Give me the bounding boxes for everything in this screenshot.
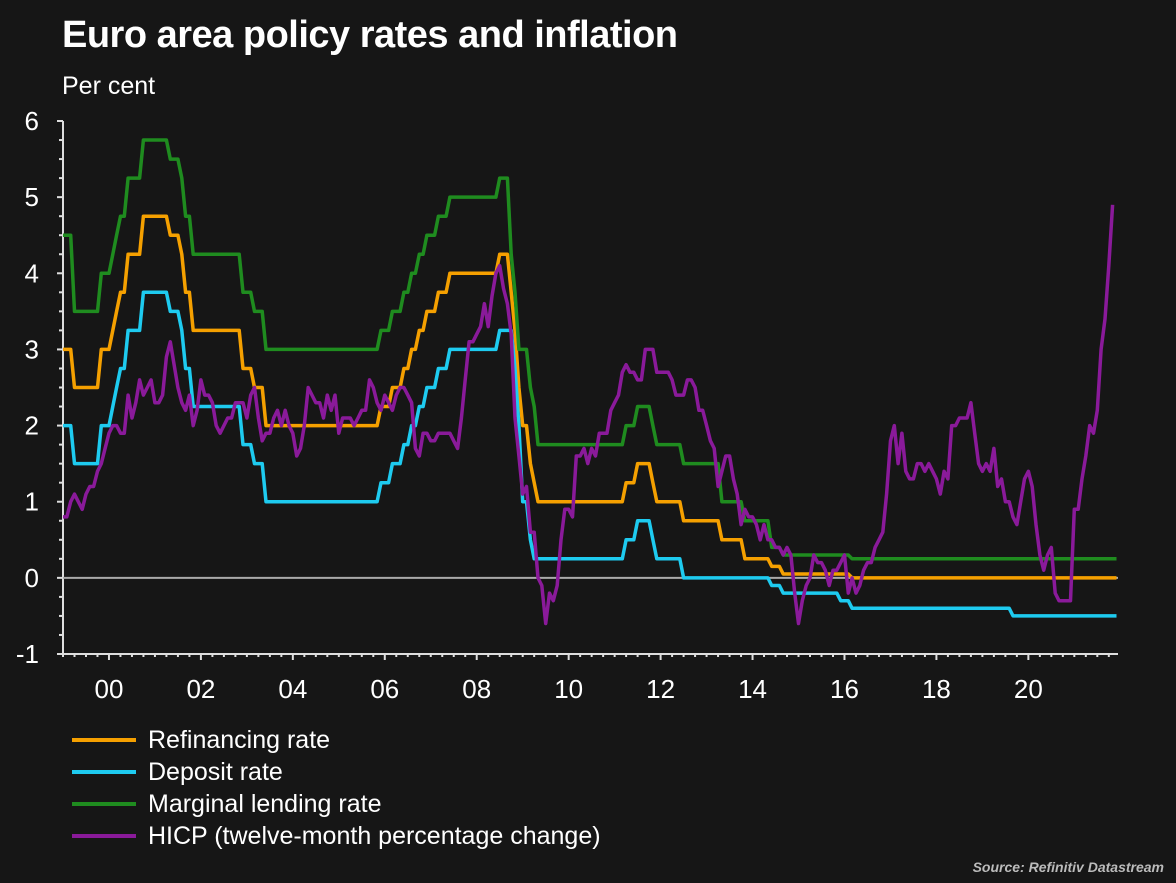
legend-item-hicp: HICP (twelve-month percentage change)	[72, 820, 601, 852]
legend-swatch	[72, 802, 136, 806]
x-tick-label: 20	[1014, 674, 1043, 704]
chart-title: Euro area policy rates and inflation	[62, 14, 678, 56]
series-line-3	[63, 204, 1115, 626]
y-tick-label: 1	[25, 487, 39, 517]
legend-swatch	[72, 770, 136, 774]
legend-item-refinancing: Refinancing rate	[72, 724, 601, 756]
legend-item-marginal: Marginal lending rate	[72, 788, 601, 820]
series-line-1	[63, 290, 1117, 618]
legend-label: HICP (twelve-month percentage change)	[148, 821, 601, 850]
y-tick-label: 0	[25, 563, 39, 593]
x-tick-label: 08	[462, 674, 491, 704]
legend-label: Marginal lending rate	[148, 789, 382, 818]
x-tick-label: 10	[554, 674, 583, 704]
x-tick-label: 14	[738, 674, 767, 704]
y-tick-label: 2	[25, 411, 39, 441]
x-tick-label: 02	[186, 674, 215, 704]
legend-label: Deposit rate	[148, 757, 283, 786]
y-tick-label: 5	[25, 182, 39, 212]
x-tick-label: 16	[830, 674, 859, 704]
legend: Refinancing rate Deposit rate Marginal l…	[72, 724, 601, 852]
x-tick-label: 06	[370, 674, 399, 704]
series-line-0	[63, 214, 1117, 580]
y-axis-unit-label: Per cent	[62, 72, 156, 100]
legend-swatch	[72, 738, 136, 742]
x-tick-label: 00	[95, 674, 124, 704]
source-note: Source: Refinitiv Datastream	[972, 859, 1164, 875]
y-tick-label: 4	[25, 258, 39, 288]
y-tick-label: 3	[25, 334, 39, 364]
x-tick-label: 04	[278, 674, 307, 704]
series-line-2	[63, 138, 1117, 561]
legend-item-deposit: Deposit rate	[72, 756, 601, 788]
x-tick-label: 12	[646, 674, 675, 704]
y-tick-label: 6	[25, 106, 39, 136]
y-tick-label: -1	[16, 639, 39, 669]
legend-label: Refinancing rate	[148, 725, 331, 754]
x-tick-label: 18	[922, 674, 951, 704]
legend-swatch	[72, 834, 136, 838]
